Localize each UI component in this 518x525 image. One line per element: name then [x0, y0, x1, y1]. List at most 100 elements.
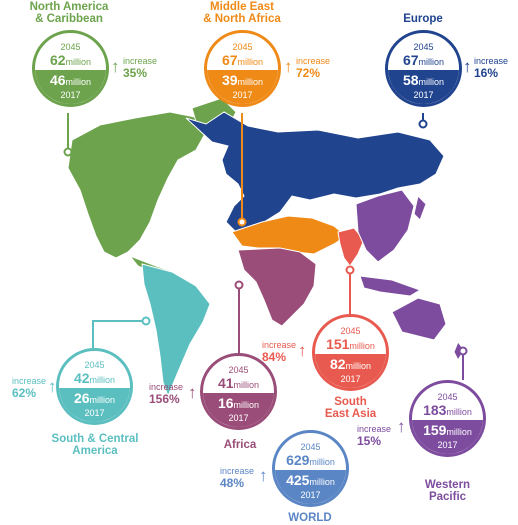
- africa-increase: increase 156%: [149, 382, 183, 406]
- south-east-asia-2017-unit: million: [345, 360, 372, 371]
- mena-2045-value: 67: [221, 52, 238, 68]
- mena-increase-label: increase: [296, 56, 331, 66]
- western-pacific-2017-year: 2017: [437, 439, 458, 450]
- south-east-asia-increase-label: increase: [262, 340, 297, 350]
- europe-region: [185, 111, 445, 233]
- world-increase-pct: 48%: [220, 476, 245, 490]
- western-pacific-title-line1: Western: [424, 479, 471, 491]
- world-title-line1: WORLD: [288, 512, 332, 524]
- south-east-asia-increase-arrow-icon: ↑: [298, 341, 307, 360]
- mena-title-line1: Middle East: [210, 1, 274, 13]
- south-america-2017-value: 26: [73, 389, 90, 406]
- mena-2017-year: 2017: [232, 89, 253, 100]
- western-pacific-2045-value: 183: [423, 402, 447, 418]
- south-america-leader: [92, 320, 142, 348]
- north-america-2045-year: 2045: [60, 42, 81, 52]
- africa-2017-value: 16: [217, 394, 234, 411]
- south-east-asia-increase-pct: 84%: [262, 350, 287, 364]
- western-pacific-increase-label: increase: [357, 424, 392, 434]
- north-america-increase: increase 35%: [123, 56, 157, 80]
- south-america-increase-pct: 62%: [12, 386, 37, 400]
- western-pacific-title: Western Pacific: [409, 479, 486, 503]
- western-pacific-title-line2: Pacific: [428, 491, 467, 503]
- north-america-2045-unit: million: [65, 57, 92, 67]
- mena-2045-year: 2045: [232, 42, 253, 52]
- europe-2045-value: 67: [402, 52, 419, 68]
- south-east-asia-2045-unit: million: [349, 341, 375, 351]
- africa-2017-unit: million: [233, 399, 260, 410]
- south-america-title-line1: South & Central: [51, 433, 139, 445]
- africa-region: [237, 247, 317, 327]
- western-pacific-pin: [458, 346, 468, 356]
- europe-pin: [418, 119, 428, 129]
- mena-2045-unit: million: [237, 57, 264, 67]
- mena-title: Middle East & North Africa: [187, 1, 297, 25]
- mena-pin: [237, 217, 247, 227]
- europe-bubble: 2045 67million 58million 2017: [385, 30, 462, 107]
- mena-bubble: 2045 67million 39million 2017: [204, 30, 281, 107]
- australia-region: [391, 297, 447, 341]
- europe-2017-unit: million: [418, 76, 445, 87]
- africa-title: Africa: [210, 439, 270, 451]
- south-america-title: South & Central America: [40, 433, 150, 457]
- africa-2045-unit: million: [233, 380, 260, 390]
- world-2045-unit: million: [309, 457, 335, 467]
- europe-2045-unit: million: [418, 57, 445, 67]
- south-east-asia-title-line1: South: [334, 396, 367, 408]
- world-2017-unit: million: [309, 476, 335, 487]
- south-america-2045-value: 42: [73, 370, 90, 386]
- europe-title-line1: Europe: [403, 13, 443, 25]
- world-increase: increase 48%: [220, 466, 254, 490]
- south-east-asia-2045-value: 151: [326, 336, 350, 352]
- south-america-increase-arrow-icon: ↑: [48, 377, 57, 396]
- world-2017-year: 2017: [300, 489, 321, 500]
- south-east-asia-pin: [345, 265, 355, 275]
- africa-pin: [234, 280, 244, 290]
- north-america-2045-value: 62: [49, 52, 66, 68]
- europe-increase: increase 16%: [474, 56, 508, 80]
- south-america-2017-year: 2017: [84, 407, 105, 418]
- western-pacific-increase-arrow-icon: ↑: [397, 417, 406, 436]
- europe-2017-year: 2017: [413, 89, 434, 100]
- south-east-asia-title: South East Asia: [312, 396, 389, 420]
- africa-2017-year: 2017: [228, 412, 249, 423]
- south-east-asia-region: [337, 227, 365, 267]
- world-bubble: 2045 629million 425million 2017: [272, 430, 349, 507]
- europe-increase-label: increase: [474, 56, 509, 66]
- africa-2045-value: 41: [217, 375, 234, 391]
- north-america-2017-year: 2017: [60, 89, 81, 100]
- south-america-increase-label: increase: [12, 376, 47, 386]
- south-east-asia-2017-year: 2017: [340, 373, 361, 384]
- western-pacific-region: [355, 189, 415, 263]
- world-increase-label: increase: [220, 466, 255, 476]
- mena-increase-pct: 72%: [296, 66, 321, 80]
- south-east-asia-2017-value: 82: [329, 355, 346, 372]
- north-america-pin: [63, 147, 73, 157]
- south-america-pin: [141, 316, 151, 326]
- mena-2017-value: 39: [221, 71, 238, 88]
- north-america-2017-unit: million: [65, 76, 92, 87]
- western-pacific-2017-unit: million: [446, 426, 472, 437]
- south-east-asia-increase: increase 84%: [262, 340, 296, 364]
- south-america-2045-unit: million: [89, 375, 116, 385]
- europe-title: Europe: [393, 13, 453, 25]
- south-east-asia-2045-year: 2045: [340, 326, 361, 336]
- mena-2017-unit: million: [237, 76, 264, 87]
- mena-title-line2: & North Africa: [203, 13, 281, 25]
- south-america-increase: increase 62%: [12, 376, 46, 400]
- north-america-region: [67, 111, 207, 259]
- south-america-2017-unit: million: [89, 394, 116, 405]
- western-pacific-2017-value: 159: [423, 421, 447, 438]
- western-pacific-2045-unit: million: [446, 407, 472, 417]
- africa-bubble: 2045 41million 16million 2017: [200, 353, 277, 430]
- south-america-title-line2: America: [72, 445, 118, 457]
- world-2017-value: 425: [286, 471, 310, 488]
- north-america-title: North America & Caribbean: [12, 1, 126, 25]
- western-pacific-increase-pct: 15%: [357, 434, 382, 448]
- western-pacific-increase: increase 15%: [357, 424, 391, 448]
- north-america-bubble: 2045 62million 46million 2017: [32, 30, 109, 107]
- north-america-title-line2: & Caribbean: [35, 13, 103, 25]
- japan-region: [413, 195, 427, 221]
- north-america-increase-arrow-icon: ↑: [111, 57, 120, 76]
